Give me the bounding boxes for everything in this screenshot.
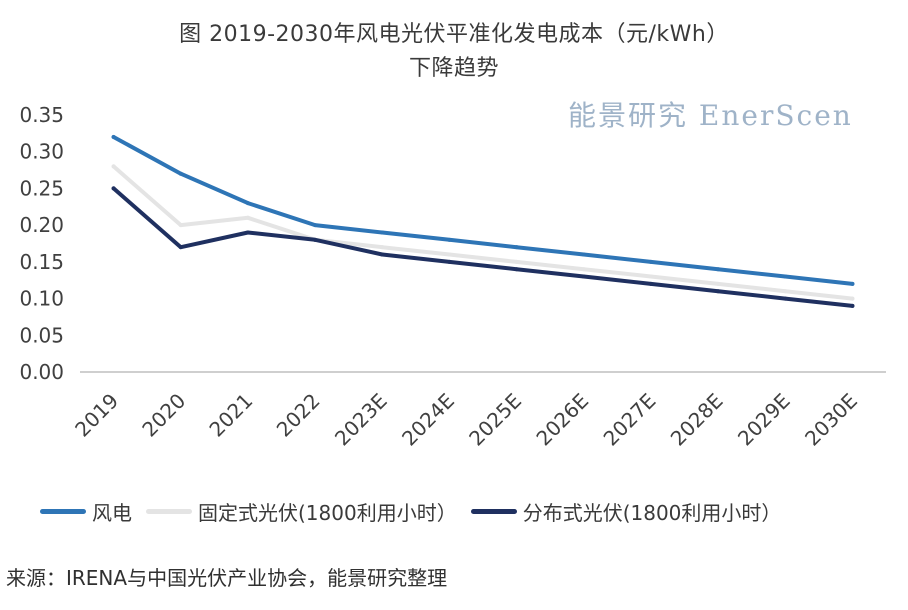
data-point-wind [178,171,183,176]
data-point-fixed-pv [245,215,250,220]
data-point-fixed-pv [850,296,855,301]
y-tick-label: 0.30 [19,140,64,164]
data-point-dist-pv [380,252,385,257]
y-tick-label: 0.35 [19,103,64,127]
data-point-dist-pv [245,230,250,235]
data-point-fixed-pv [514,259,519,264]
legend-item-wind: 风电 [40,497,132,526]
data-point-dist-pv [447,259,452,264]
series-line-dist-pv [111,186,855,308]
data-point-wind [648,259,653,264]
data-point-fixed-pv [648,274,653,279]
x-tick-label: 2021 [204,389,257,442]
data-point-wind [380,230,385,235]
data-point-dist-pv [783,296,788,301]
y-tick-label: 0.10 [19,287,64,311]
series-line-fixed-pv [111,164,855,301]
data-point-wind [850,281,855,286]
x-tick-label: 2024E [397,389,459,451]
data-point-wind [783,274,788,279]
x-tick-label: 2030E [800,389,862,451]
data-point-wind [514,245,519,250]
data-point-dist-pv [313,237,318,242]
legend-item-dist-pv: 分布式光伏(1800利用小时） [470,497,782,526]
chart-title: 图 2019-2030年风电光伏平准化发电成本（元/kWh） [179,22,729,47]
data-point-dist-pv [581,274,586,279]
x-tick-label: 2022 [272,389,325,442]
legend-swatch-wind [40,508,86,514]
legend-swatch-dist-pv [470,508,517,514]
x-tick-label: 2019 [70,389,123,442]
legend-label-fixed-pv: 固定式光伏(1800利用小时） [198,500,457,525]
data-point-fixed-pv [447,252,452,257]
data-point-wind [447,237,452,242]
data-point-dist-pv [111,186,116,191]
y-tick-label: 0.05 [19,323,64,347]
x-tick-label: 2026E [531,389,593,451]
y-tick-label: 0.00 [19,360,64,384]
data-point-fixed-pv [111,164,116,169]
data-point-dist-pv [514,267,519,272]
chart-subtitle: 下降趋势 [408,56,499,81]
data-point-dist-pv [850,303,855,308]
data-point-dist-pv [716,289,721,294]
x-tick-label: 2020 [137,389,190,442]
data-point-wind [716,267,721,272]
x-tick-label: 2023E [330,389,392,451]
data-point-wind [313,223,318,228]
legend-item-fixed-pv: 固定式光伏(1800利用小时） [146,497,457,526]
data-point-wind [581,252,586,257]
x-tick-label: 2027E [599,389,661,451]
legend-label-dist-pv: 分布式光伏(1800利用小时） [522,500,782,525]
x-tick-label: 2029E [733,389,795,451]
chart-legend: 风电 固定式光伏(1800利用小时） 分布式光伏(1800利用小时） [40,496,900,526]
y-tick-label: 0.20 [19,213,64,237]
series-line-wind [111,135,855,286]
source-note: 来源：IRENA与中国光伏产业协会，能景研究整理 [6,566,448,590]
watermark-logo: 能景研究 EnerScen [568,99,853,132]
x-tick-label: 2028E [666,389,728,451]
data-point-wind [111,135,116,140]
data-point-dist-pv [178,245,183,250]
y-tick-label: 0.25 [19,176,64,200]
data-point-fixed-pv [178,223,183,228]
data-point-fixed-pv [783,289,788,294]
data-point-fixed-pv [581,267,586,272]
line-chart: 0.00 0.05 0.10 0.15 0.20 0.25 0.30 0.35 2019 2020… [19,103,886,451]
data-point-dist-pv [648,281,653,286]
legend-label-wind: 风电 [92,500,132,525]
x-tick-label: 2025E [464,389,526,451]
data-point-fixed-pv [380,245,385,250]
legend-swatch-fixed-pv [146,508,192,514]
data-point-wind [245,201,250,206]
data-point-fixed-pv [716,281,721,286]
y-tick-label: 0.15 [19,250,64,274]
